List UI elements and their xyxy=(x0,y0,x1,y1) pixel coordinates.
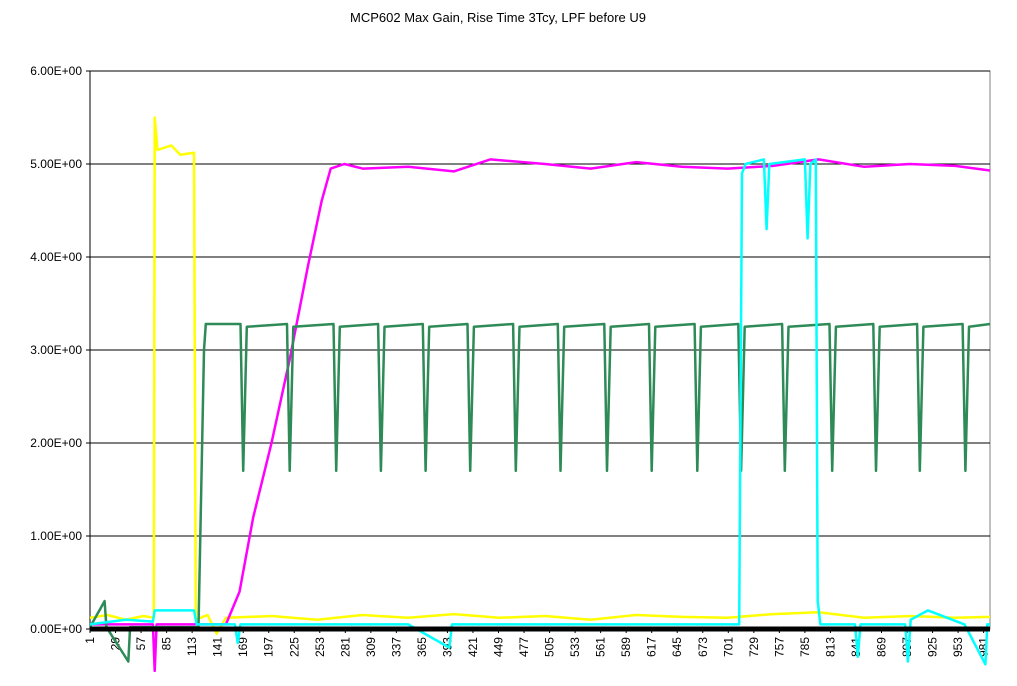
x-tick-label: 533 xyxy=(568,637,582,657)
x-tick-label: 561 xyxy=(594,637,608,657)
y-tick-label: 0.00E+00 xyxy=(30,622,82,636)
x-tick-label: 113 xyxy=(185,637,199,656)
x-tick-label: 673 xyxy=(696,637,710,657)
series-line xyxy=(90,158,991,673)
x-tick-label: 505 xyxy=(543,637,557,657)
chart-title: MCP602 Max Gain, Rise Time 3Tcy, LPF bef… xyxy=(350,10,646,25)
x-tick-label: 869 xyxy=(874,637,888,657)
x-tick-label: 141 xyxy=(211,637,225,657)
x-tick-label: 253 xyxy=(313,637,327,657)
x-tick-label: 757 xyxy=(772,637,786,657)
x-tick-label: 169 xyxy=(236,637,250,657)
x-tick-label: 57 xyxy=(134,637,148,651)
x-tick-label: 337 xyxy=(389,637,403,657)
x-tick-label: 785 xyxy=(798,637,812,657)
x-tick-label: 617 xyxy=(645,637,659,657)
x-tick-label: 85 xyxy=(160,637,174,651)
x-tick-label: 449 xyxy=(492,637,506,657)
y-tick-label: 5.00E+00 xyxy=(30,157,82,171)
x-tick-label: 281 xyxy=(338,637,352,657)
x-tick-label: 1 xyxy=(83,637,97,644)
y-tick-label: 6.00E+00 xyxy=(30,64,82,78)
x-tick-label: 197 xyxy=(262,637,276,657)
x-tick-label: 421 xyxy=(466,637,480,657)
x-tick-label: 225 xyxy=(287,637,301,657)
y-tick-label: 1.00E+00 xyxy=(30,529,82,543)
series-line xyxy=(89,158,990,666)
x-tick-label: 729 xyxy=(747,637,761,657)
x-tick-label: 813 xyxy=(823,637,837,657)
x-tick-label: 925 xyxy=(926,637,940,657)
y-tick-label: 3.00E+00 xyxy=(30,343,82,357)
y-tick-label: 4.00E+00 xyxy=(30,250,82,264)
series-line xyxy=(89,116,991,635)
x-tick-label: 701 xyxy=(721,637,735,657)
y-tick-label: 2.00E+00 xyxy=(30,436,82,450)
x-tick-label: 953 xyxy=(951,637,965,657)
x-tick-label: 309 xyxy=(364,637,378,657)
series-line xyxy=(88,322,991,663)
x-tick-label: 477 xyxy=(517,637,531,657)
x-tick-label: 645 xyxy=(670,637,684,657)
x-tick-label: 365 xyxy=(415,637,429,657)
x-tick-label: 589 xyxy=(619,637,633,657)
